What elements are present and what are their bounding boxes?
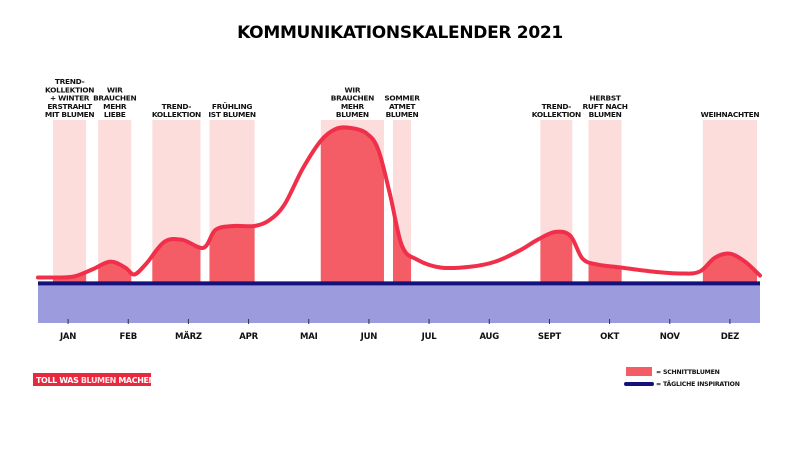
campaign-caption-line: MIT BLUMEN xyxy=(45,110,95,119)
month-label: APR xyxy=(239,332,258,342)
legend: = SCHNITTBLUMEN = TÄGLICHE INSPIRATION xyxy=(624,367,740,388)
campaign-caption-line: RUFT NACH xyxy=(582,102,627,111)
campaign-caption: SOMMER ATMET BLUMEN xyxy=(384,94,420,119)
campaign-caption-line: IST BLUMEN xyxy=(208,110,255,119)
campaign-caption: TREND-KOLLEKTION xyxy=(532,102,581,119)
legend-swatch-schnittblumen xyxy=(626,367,652,376)
campaign-caption-line: BRAUCHEN xyxy=(331,94,374,103)
campaign-caption-line: KOLLEKTION xyxy=(532,110,581,119)
campaign-caption-line: + WINTER xyxy=(50,94,90,103)
campaign-caption-line: KOLLEKTION xyxy=(45,85,94,94)
campaign-caption-line: BLUMEN xyxy=(336,110,369,119)
campaign-caption-line: TREND- xyxy=(55,77,85,86)
campaign-captions: TREND-KOLLEKTION + WINTER ERSTRAHLT MIT BLU… xyxy=(45,77,760,119)
campaign-caption-line: TREND- xyxy=(542,102,572,111)
campaign-caption-line: BLUMEN xyxy=(386,110,419,119)
campaign-caption: HERBST RUFT NACH BLUMEN xyxy=(582,94,627,119)
campaign-caption-line: WEIHNACHTEN xyxy=(701,110,760,119)
campaign-caption-line: BLUMEN xyxy=(589,110,622,119)
month-label: MÄRZ xyxy=(175,331,202,342)
campaign-caption-line: LIEBE xyxy=(104,110,126,119)
campaign-caption-line: FRÜHLING xyxy=(212,102,252,111)
logo-text-emph: BLUMEN xyxy=(81,376,116,385)
month-label: JUN xyxy=(360,332,378,342)
month-label: OKT xyxy=(600,332,619,342)
campaign-caption-line: KOLLEKTION xyxy=(152,110,201,119)
campaign-caption-line: WIR xyxy=(107,85,123,94)
campaign-caption: TREND-KOLLEKTION xyxy=(152,102,201,119)
campaign-caption-line: BRAUCHEN xyxy=(93,94,136,103)
logo-mark: ® xyxy=(155,377,160,383)
legend-label-schnittblumen: = SCHNITTBLUMEN xyxy=(656,369,720,376)
schnittblumen-line xyxy=(36,125,762,280)
month-label: AUG xyxy=(479,332,499,342)
month-label: FEB xyxy=(120,332,138,342)
month-labels: JAN FEB MÄRZ APR MAI JUN JUL AUG SEPT OKT NOV DEZ xyxy=(59,331,739,342)
logo-background xyxy=(33,373,151,386)
logo-text: TOLL WAS BLUMEN MACHEN® xyxy=(36,376,160,385)
month-label: MAI xyxy=(300,332,318,342)
campaign-caption-line: ATMET xyxy=(389,102,415,111)
campaign-caption-line: MEHR xyxy=(341,102,365,111)
inspiration-area xyxy=(38,283,760,323)
month-label: DEZ xyxy=(721,332,739,342)
campaign-caption-line: ERSTRAHLT xyxy=(47,102,92,111)
campaign-caption-line: MEHR xyxy=(103,102,127,111)
campaign-caption: WIR BRAUCHEN MEHR LIEBE xyxy=(93,85,136,119)
month-label: JAN xyxy=(59,332,76,342)
campaign-caption-line: WIR xyxy=(345,85,361,94)
campaign-caption: WEIHNACHTEN xyxy=(701,110,760,119)
campaign-caption-line: HERBST xyxy=(590,94,621,103)
month-ticks xyxy=(67,319,731,324)
campaign-caption: FRÜHLING IST BLUMEN xyxy=(208,102,255,119)
campaign-caption-line: SOMMER xyxy=(384,94,420,103)
logo-text-post: MACHEN xyxy=(116,376,155,385)
brand-logo: TOLL WAS BLUMEN MACHEN® xyxy=(33,373,160,386)
month-label: JUL xyxy=(421,332,438,342)
month-label: NOV xyxy=(660,332,681,342)
campaign-caption-line: TREND- xyxy=(162,102,192,111)
month-label: SEPT xyxy=(538,332,562,342)
chart-title: KOMMUNIKATIONSKALENDER 2021 xyxy=(237,23,563,43)
legend-label-inspiration: = TÄGLICHE INSPIRATION xyxy=(656,379,740,388)
campaign-caption: WIR BRAUCHEN MEHR BLUMEN xyxy=(331,85,374,119)
campaign-caption: TREND-KOLLEKTION + WINTER ERSTRAHLT MIT BLU… xyxy=(45,77,95,119)
logo-text-pre: TOLL WAS xyxy=(36,376,81,385)
